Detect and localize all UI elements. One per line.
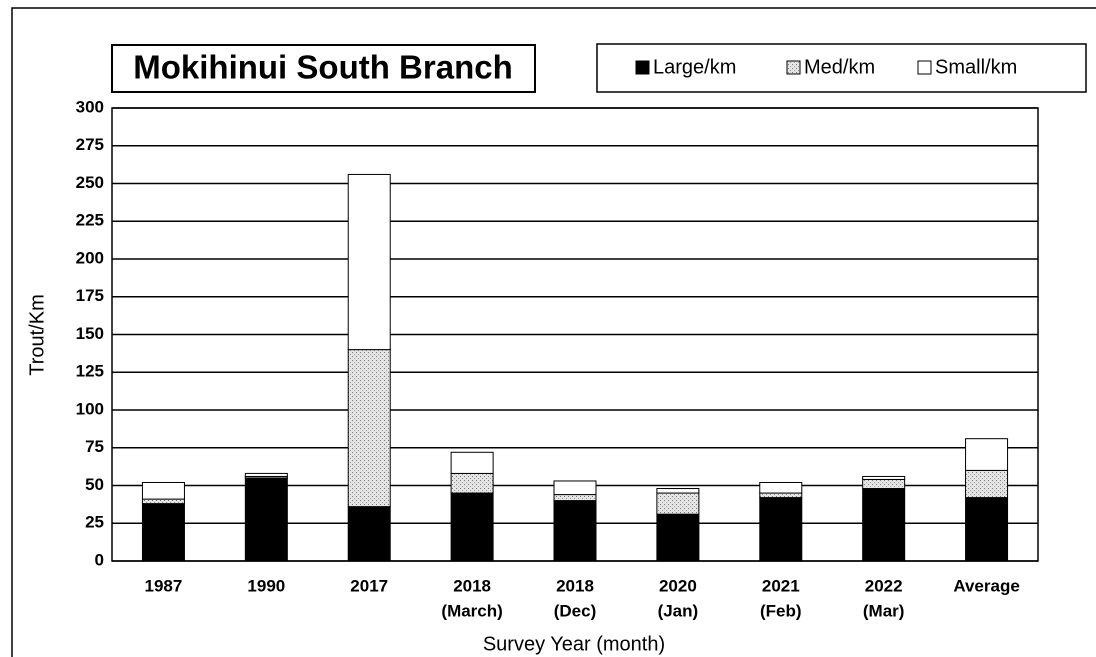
bar-segment [553, 480, 597, 496]
y-tick-label: 250 [76, 173, 104, 192]
y-tick-label: 300 [76, 97, 104, 116]
bar-segment [656, 488, 700, 494]
legend-label: Large/km [653, 56, 736, 78]
legend-marker [786, 60, 801, 75]
x-tick-label: (Jan) [658, 601, 699, 620]
y-tick-label: 125 [76, 362, 104, 381]
bar-segment [141, 498, 185, 505]
bar-segment [862, 478, 906, 490]
bar-segment [347, 506, 391, 562]
y-tick-label: 150 [76, 324, 104, 343]
bar-segment [244, 477, 288, 562]
x-tick-label: 1987 [145, 576, 183, 595]
bar-segment [759, 497, 803, 562]
x-tick-label: (March) [441, 601, 502, 620]
bar-segment [965, 497, 1009, 562]
bar-segment [965, 438, 1009, 471]
chart-title: Mokihinui South Branch [133, 49, 512, 86]
title-box [111, 44, 536, 93]
y-tick-label: 50 [85, 475, 104, 494]
legend-marker [635, 60, 650, 75]
bar-segment [450, 492, 494, 562]
x-tick-label: 2021 [762, 576, 800, 595]
y-tick-label: 75 [85, 437, 104, 456]
x-tick-label: (Dec) [554, 601, 597, 620]
y-tick-label: 275 [76, 135, 104, 154]
legend-marker [917, 60, 932, 75]
x-tick-label: (Feb) [760, 601, 802, 620]
bar-segment [759, 481, 803, 494]
y-tick-label: 175 [76, 286, 104, 305]
bar-segment [965, 469, 1009, 499]
bar-segment [347, 173, 391, 351]
bar-segment [656, 513, 700, 562]
bar-segment [862, 488, 906, 562]
bar-segment [759, 492, 803, 499]
bar-segment [450, 451, 494, 474]
y-tick-label: 225 [76, 211, 104, 230]
bar-segment [141, 503, 185, 562]
y-axis-title: Trout/Km [26, 294, 48, 376]
x-axis-title: Survey Year (month) [483, 633, 665, 655]
y-tick-label: 200 [76, 248, 104, 267]
x-tick-label: 2022 [865, 576, 903, 595]
x-tick-label: (Mar) [863, 601, 905, 620]
bar-segment [656, 492, 700, 515]
bar-segment [347, 349, 391, 508]
x-tick-label: Average [953, 576, 1019, 595]
y-tick-label: 100 [76, 399, 104, 418]
legend-label: Med/km [804, 56, 875, 78]
frame [11, 7, 1096, 657]
bar-segment [450, 472, 494, 494]
x-tick-label: 2018 [556, 576, 594, 595]
legend-box [596, 43, 1087, 93]
bar-segment [244, 472, 288, 477]
x-tick-label: 2020 [659, 576, 697, 595]
bar-segment [553, 494, 597, 502]
bar-segment [862, 475, 906, 480]
x-tick-label: 2017 [350, 576, 388, 595]
bar-segment [553, 500, 597, 562]
x-tick-label: 1990 [247, 576, 285, 595]
x-tick-label: 2018 [453, 576, 491, 595]
bar-segment [141, 481, 185, 500]
y-tick-label: 0 [95, 550, 104, 569]
legend-label: Small/km [935, 56, 1017, 78]
y-tick-label: 25 [85, 513, 104, 532]
